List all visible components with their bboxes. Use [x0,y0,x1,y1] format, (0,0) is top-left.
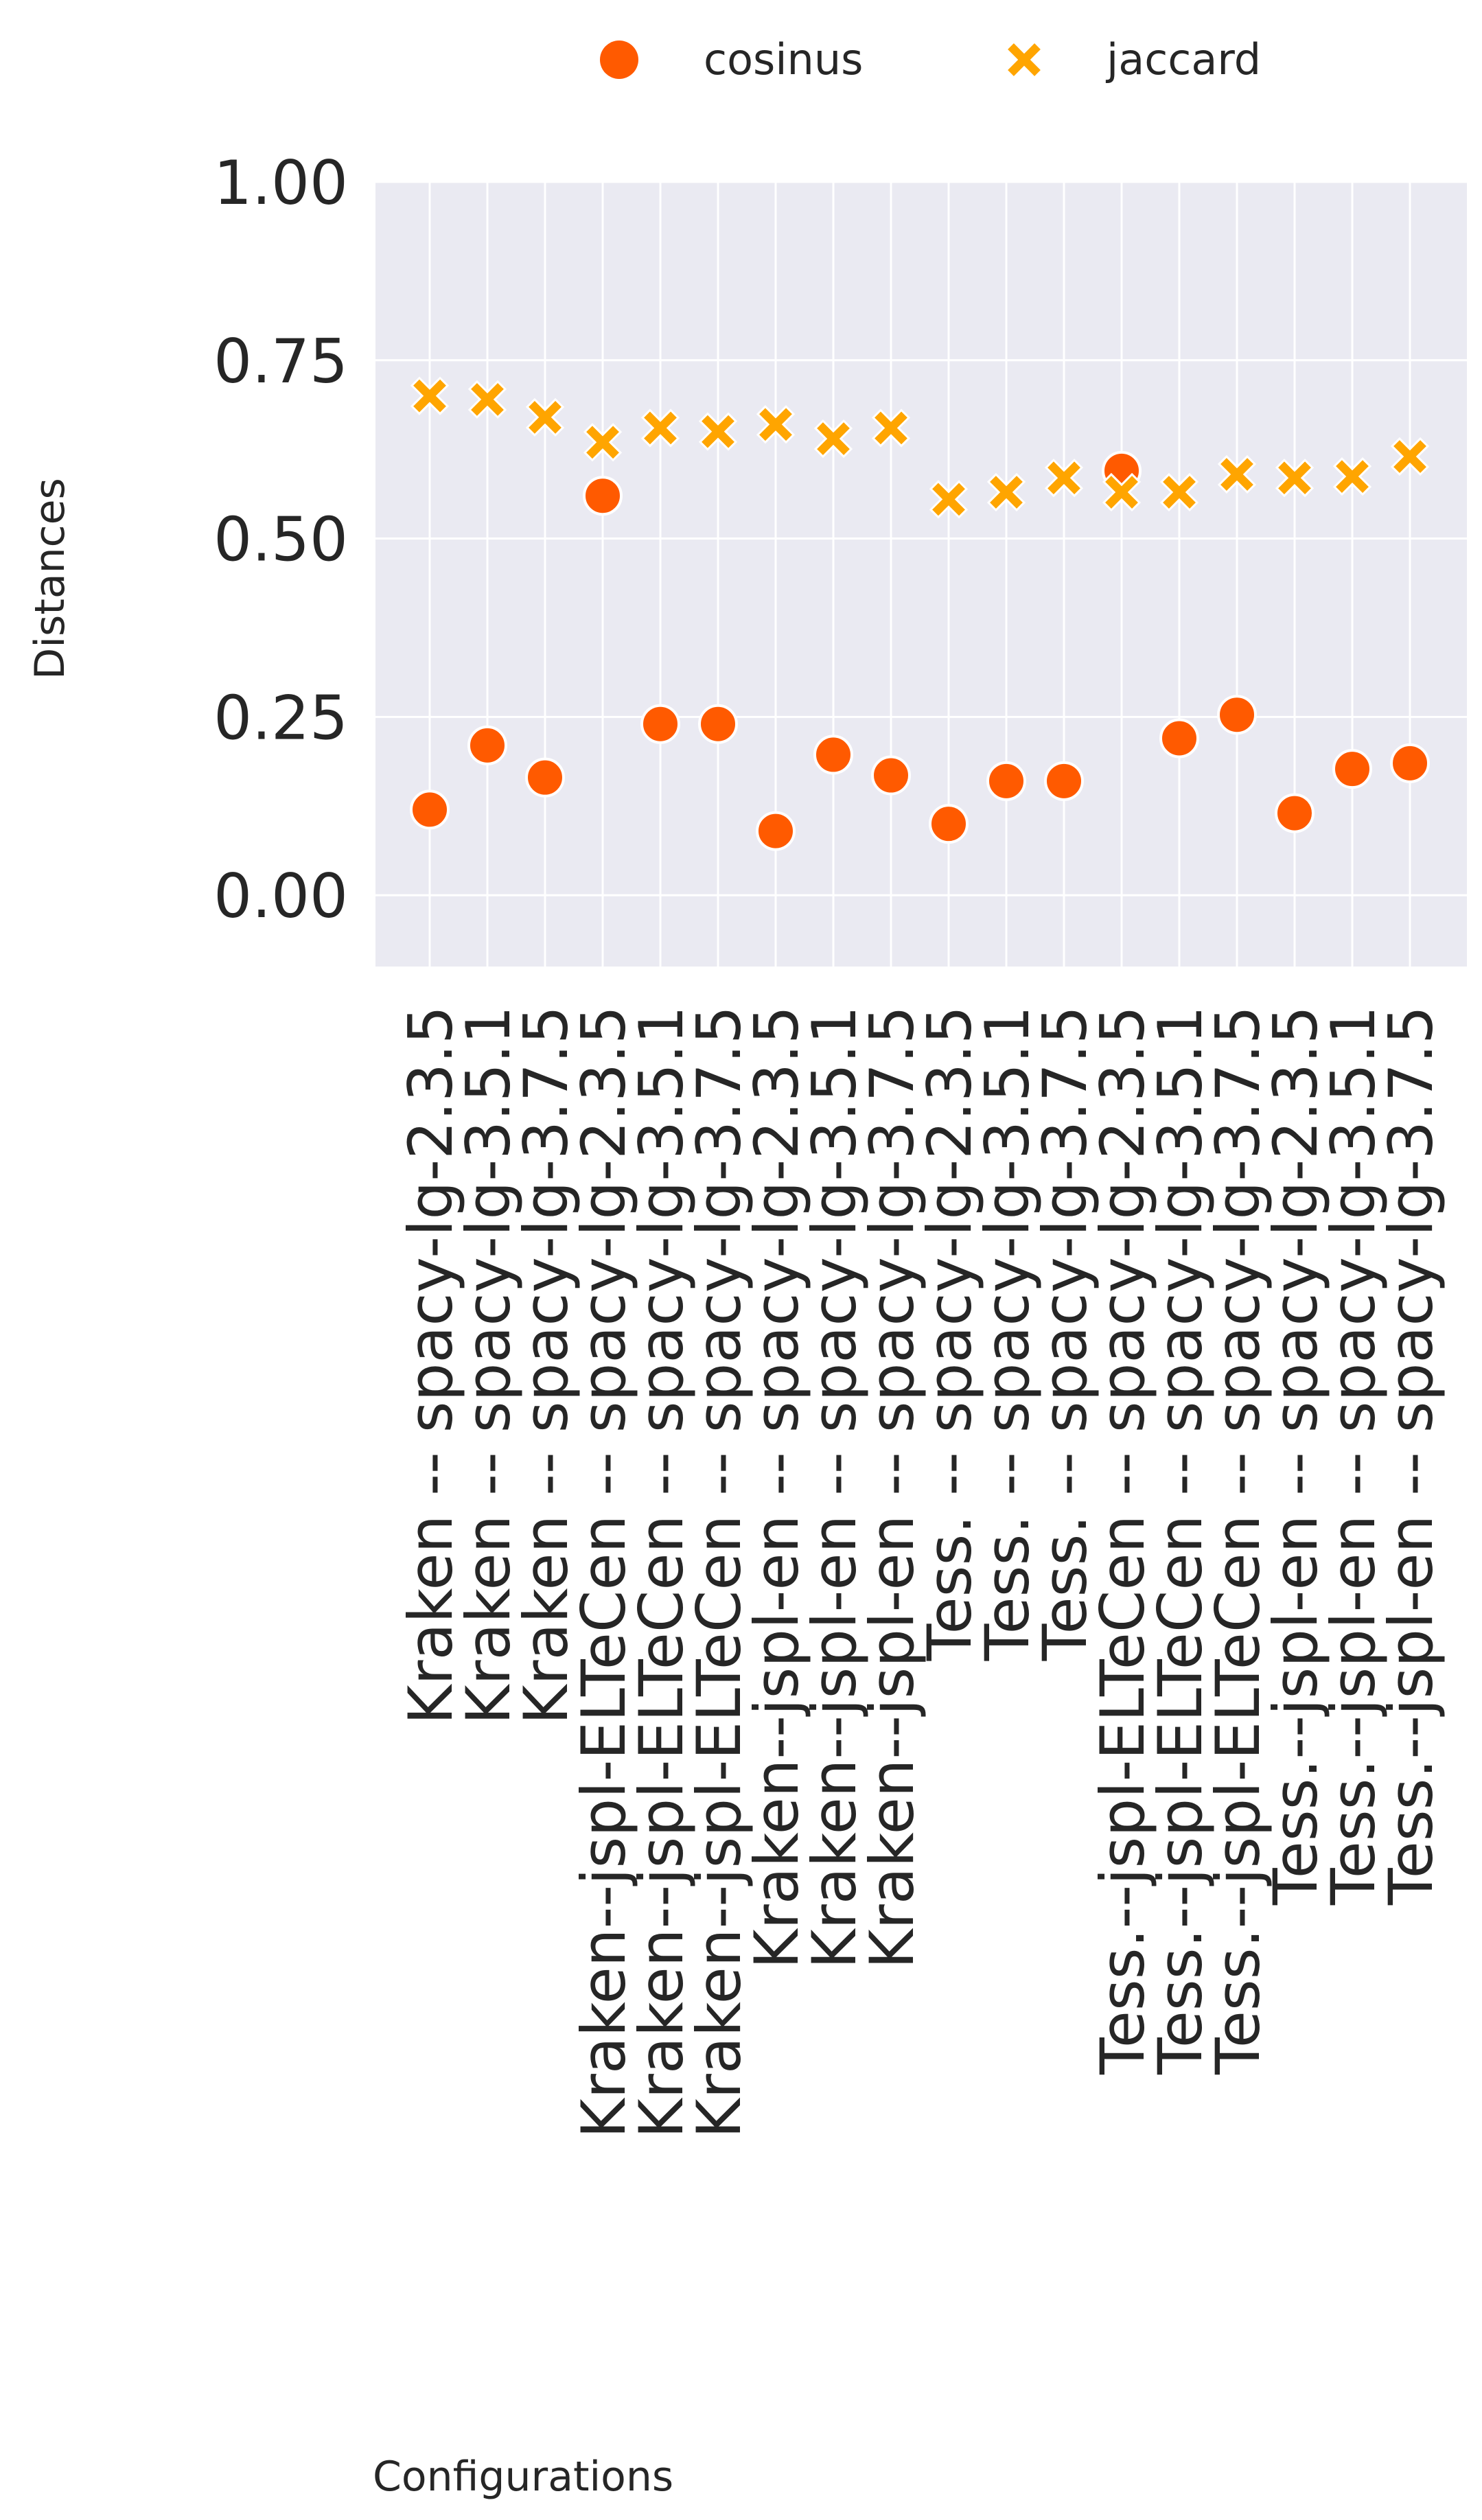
y-tick-label: 1.00 [213,148,348,218]
marker-jaccard-5 [698,412,738,451]
x-tick-label: Tess. -- spacy-lg-3.7.5 [1030,1006,1100,1661]
marker-jaccard-9 [929,480,969,519]
y-tick-label: 0.75 [213,326,348,397]
marker-cosinus-6 [756,811,796,851]
legend-label-cosinus: cosinus [704,34,863,84]
x-tick-label: Kraken--jspl-ELTeCen -- spacy-lg-2.3.5 [568,1006,639,2138]
x-tick-label: Tess. -- spacy-lg-2.3.5 [914,1006,985,1661]
marker-cosinus-13 [1159,718,1199,759]
x-tick-label: Kraken--jspl-ELTeCen -- spacy-lg-3.5.1 [626,1006,697,2138]
x-tick-label: Kraken -- spacy-lg-3.7.5 [511,1006,581,1724]
legend-marker-cosinus [600,41,638,79]
marker-cosinus-5 [698,704,738,744]
marker-cosinus-3 [583,476,623,516]
marker-jaccard-4 [640,408,680,448]
legend: cosinus jaccard [600,34,1261,84]
y-tick-label: 0.50 [213,505,348,575]
x-tick-label: Tess.--jspl-ELTeCen -- spacy-lg-2.3.5 [1087,1006,1158,2075]
marker-cosinus-4 [640,704,680,744]
marker-cosinus-1 [467,725,507,765]
marker-cosinus-14 [1217,695,1257,735]
x-tick-label: Tess.--jspl-en -- spacy-lg-2.3.5 [1260,1006,1331,1906]
marker-cosinus-10 [986,761,1026,801]
marker-cosinus-0 [410,789,450,830]
marker-jaccard-10 [986,472,1026,512]
y-tick-labels: 0.00 0.25 0.50 0.75 1.00 [213,148,348,932]
marker-cosinus-7 [813,735,853,775]
marker-cosinus-9 [929,804,969,844]
data-markers [410,376,1430,851]
marker-jaccard-1 [467,380,507,419]
marker-jaccard-0 [410,376,450,415]
x-tick-label: Kraken--jspl-en -- spacy-lg-3.7.5 [857,1006,927,1969]
marker-jaccard-3 [583,423,623,462]
x-tick-label: Tess.--jspl-en -- spacy-lg-3.7.5 [1376,1006,1446,1906]
y-tick-label: 0.25 [213,682,348,753]
x-axis-title: Configurations [373,2453,673,2501]
marker-cosinus-16 [1332,749,1372,789]
marker-jaccard-2 [525,397,565,437]
marker-jaccard-7 [813,419,853,459]
x-tick-label: Kraken -- spacy-lg-3.5.1 [453,1006,524,1724]
marker-jaccard-11 [1044,459,1084,498]
marker-cosinus-8 [871,755,911,796]
x-tick-label: Tess.--jspl-ELTeCen -- spacy-lg-3.7.5 [1203,1006,1273,2075]
marker-cosinus-11 [1044,761,1084,801]
marker-jaccard-6 [756,405,796,444]
x-tick-label: Tess.--jspl-ELTeCen -- spacy-lg-3.5.1 [1145,1006,1216,2075]
marker-jaccard-16 [1332,457,1372,496]
marker-jaccard-17 [1390,437,1430,476]
y-tick-label: 0.00 [213,861,348,932]
marker-jaccard-15 [1275,459,1315,498]
x-tick-label: Kraken -- spacy-lg-2.3.5 [395,1006,466,1724]
grid-lines [375,181,1467,967]
x-tick-label: Kraken--jspl-en -- spacy-lg-3.5.1 [799,1006,870,1969]
x-tick-label: Tess. -- spacy-lg-3.5.1 [972,1006,1043,1661]
marker-jaccard-8 [871,408,911,448]
marker-cosinus-2 [525,757,565,798]
legend-label-jaccard: jaccard [1105,34,1261,84]
x-tick-label: Kraken--jspl-en -- spacy-lg-2.3.5 [741,1006,812,1969]
marker-jaccard-14 [1217,454,1257,494]
x-tick-label: Tess.--jspl-en -- spacy-lg-3.5.1 [1318,1006,1389,1906]
marker-jaccard-13 [1159,472,1199,512]
x-tick-label: Kraken--jspl-ELTeCen -- spacy-lg-3.7.5 [684,1006,754,2138]
marker-jaccard-12 [1102,472,1142,512]
legend-marker-jaccard [1004,40,1044,80]
plot-background [375,182,1467,967]
marker-cosinus-17 [1390,743,1430,783]
y-axis-title: Distances [26,478,74,680]
legend-x-shape [1004,40,1044,80]
marker-cosinus-15 [1275,793,1315,833]
